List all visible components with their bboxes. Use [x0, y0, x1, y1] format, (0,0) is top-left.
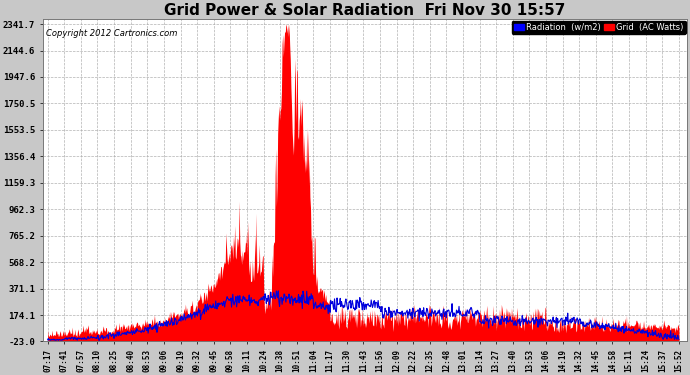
Title: Grid Power & Solar Radiation  Fri Nov 30 15:57: Grid Power & Solar Radiation Fri Nov 30 …: [164, 3, 566, 18]
Legend: Radiation  (w/m2), Grid  (AC Watts): Radiation (w/m2), Grid (AC Watts): [512, 21, 686, 34]
Text: Copyright 2012 Cartronics.com: Copyright 2012 Cartronics.com: [46, 28, 177, 38]
